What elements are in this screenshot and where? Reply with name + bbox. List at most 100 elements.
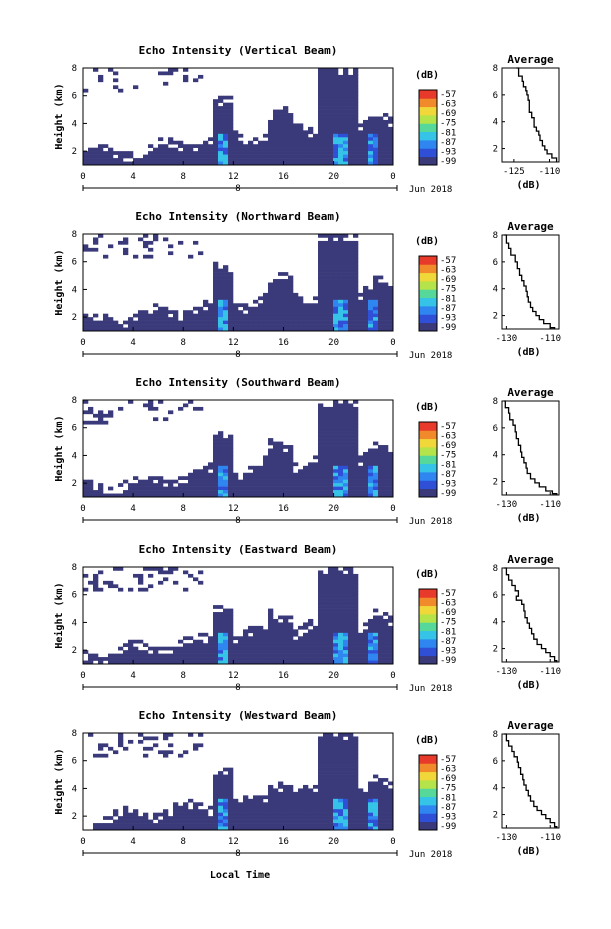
heatmap-cell [193,812,199,817]
heatmap-cell [353,324,359,328]
heatmap-cell [293,154,299,159]
heatmap-cell [353,279,359,283]
heatmap-cell [258,802,264,807]
heatmap-cell [298,639,304,644]
heatmap-cell [243,823,249,827]
heatmap-cell [283,137,289,142]
heatmap-cell [353,102,359,107]
heatmap-cell [303,490,309,494]
heatmap-cell [358,140,364,145]
heatmap-cell [343,584,349,589]
heatmap-cell [363,462,369,467]
heatmap-cell [203,653,209,658]
heatmap-cell [328,254,334,259]
heatmap-cell [218,109,224,114]
heatmap-cell [98,78,104,83]
heatmap-cell [363,819,369,824]
heatmap-cell [318,823,324,827]
heatmap-cell [288,306,294,311]
heatmap-cell [238,313,244,318]
heatmap-cell [288,285,294,290]
heatmap-cell [198,483,204,487]
heatmap-cell [178,406,184,411]
heatmap-cell [373,608,379,613]
colorbar-tick-label: -99 [440,656,456,666]
heatmap-cell [268,483,274,487]
colorbar-frame [418,89,438,166]
heatmap-cell [273,151,279,155]
heatmap-cell [233,660,239,665]
heatmap-cell [303,643,309,647]
x-tick-label: 4 [130,671,135,681]
heatmap-cell [353,618,359,623]
heatmap-cell [318,660,324,665]
heatmap-cell [158,479,164,484]
heatmap-cell [163,750,169,755]
heatmap-cell [293,327,299,332]
heatmap-cell [153,317,159,321]
heatmap-cell [318,431,324,435]
heatmap-cell [218,147,224,152]
heatmap-cell [323,598,329,602]
heatmap-cell [313,161,319,166]
heatmap-cell [103,580,109,585]
heatmap-cell [218,289,224,294]
heatmap-cell [198,653,204,658]
heatmap-cell [348,625,354,630]
heatmap-cell [303,151,309,155]
heatmap-cell [338,99,344,103]
heatmap-cell [348,798,354,803]
heatmap-cell [388,486,394,491]
heatmap-cell [348,161,354,166]
heatmap-cell [388,615,394,620]
heatmap-cell [278,109,284,114]
heatmap-cell [188,826,194,831]
heatmap-cell [158,819,164,824]
heatmap-cell [338,753,344,758]
heatmap-cell [328,102,334,107]
heatmap-cell [333,479,339,484]
heatmap-cell [288,646,294,651]
heatmap-cell [353,608,359,613]
heatmap-cell [353,646,359,651]
heatmap-cell [388,483,394,487]
heatmap-cell [278,816,284,820]
heatmap-cell [108,493,114,498]
heatmap-cell [173,479,179,484]
heatmap-cell [333,639,339,644]
heatmap-cell [283,445,289,449]
heatmap-cell [348,455,354,460]
heatmap-cell [188,327,194,332]
heatmap-cell [298,826,304,831]
heatmap-cell [258,816,264,820]
heatmap-cell [338,455,344,460]
heatmap-cell [163,154,169,159]
heatmap-cell [293,140,299,145]
heatmap-cell [263,327,269,332]
heatmap-cell [133,819,139,824]
colorbar-swatch [419,430,437,440]
heatmap-cell [353,605,359,609]
heatmap-cell [328,106,334,110]
heatmap-cell [248,486,254,491]
heatmap-cell [258,798,264,803]
profile-frame [501,234,560,330]
heatmap-cell [233,133,239,138]
heatmap-cell [343,608,349,613]
heatmap-cell [348,272,354,276]
heatmap-cell [353,88,359,93]
heatmap-cell [323,486,329,491]
heatmap-cell [298,809,304,813]
heatmap-cell [378,479,384,484]
heatmap-cell [333,441,339,446]
heatmap-cell [343,95,349,100]
heatmap-cell [238,657,244,661]
heatmap-cell [123,493,129,498]
heatmap-cell [308,802,314,807]
heatmap-cell [208,657,214,661]
heatmap-cell [143,657,149,661]
heatmap-cell [318,455,324,460]
heatmap-cell [333,798,339,803]
panel-title: Echo Intensity (Northward Beam) [135,210,340,223]
heatmap-cell [328,778,334,782]
